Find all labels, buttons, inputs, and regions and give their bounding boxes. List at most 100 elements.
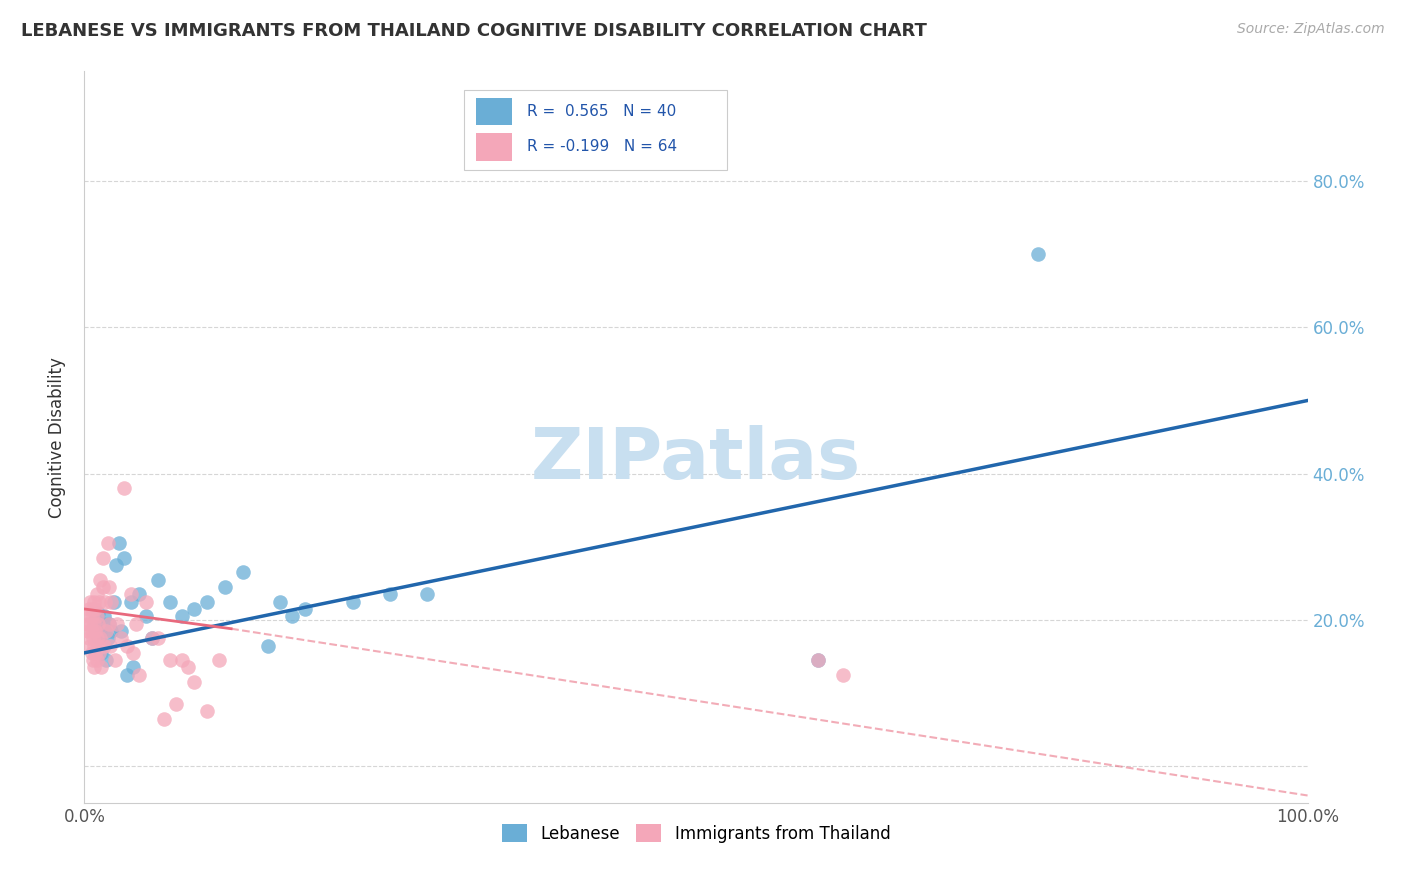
Text: LEBANESE VS IMMIGRANTS FROM THAILAND COGNITIVE DISABILITY CORRELATION CHART: LEBANESE VS IMMIGRANTS FROM THAILAND COG… — [21, 22, 927, 40]
Point — [115, 667, 138, 681]
Point — [104, 653, 127, 667]
Point — [83, 616, 105, 631]
Point — [86, 653, 108, 667]
Point — [77, 624, 100, 638]
Point — [97, 536, 120, 550]
Point — [77, 632, 100, 646]
Point — [159, 653, 181, 667]
Point — [93, 639, 115, 653]
Point — [82, 602, 104, 616]
Point — [86, 587, 108, 601]
Point — [416, 587, 439, 601]
Point — [87, 632, 110, 646]
Point — [97, 616, 120, 631]
Point — [135, 609, 157, 624]
Point — [105, 616, 128, 631]
Point — [84, 602, 107, 616]
Point — [89, 632, 111, 646]
Point — [87, 639, 110, 653]
Point — [83, 639, 105, 653]
FancyBboxPatch shape — [475, 98, 513, 126]
Text: Source: ZipAtlas.com: Source: ZipAtlas.com — [1237, 22, 1385, 37]
Point — [1028, 247, 1050, 261]
Point — [93, 609, 115, 624]
Point — [87, 606, 110, 620]
Point — [91, 616, 114, 631]
Point — [82, 653, 104, 667]
Point — [97, 580, 120, 594]
Point — [807, 653, 830, 667]
Point — [115, 639, 138, 653]
Point — [380, 587, 402, 601]
Point — [98, 639, 121, 653]
Point — [177, 660, 200, 674]
Point — [94, 594, 117, 608]
Point — [281, 609, 304, 624]
Point — [214, 580, 236, 594]
Point — [153, 712, 176, 726]
Point — [125, 616, 148, 631]
Point — [89, 624, 111, 638]
Point — [103, 594, 125, 608]
Point — [87, 616, 110, 631]
Point — [183, 675, 205, 690]
Point — [80, 646, 103, 660]
Point — [100, 624, 122, 638]
Point — [269, 594, 291, 608]
Point — [79, 594, 101, 608]
Point — [84, 613, 107, 627]
Point — [89, 573, 111, 587]
Y-axis label: Cognitive Disability: Cognitive Disability — [48, 357, 66, 517]
Point — [112, 550, 135, 565]
Point — [159, 594, 181, 608]
Point — [84, 646, 107, 660]
Point — [165, 697, 187, 711]
Point — [84, 624, 107, 638]
Point — [831, 667, 853, 681]
Point — [257, 639, 280, 653]
Point — [294, 602, 316, 616]
Point — [83, 660, 105, 674]
Point — [195, 594, 218, 608]
Point — [83, 620, 105, 634]
Point — [112, 481, 135, 495]
Point — [80, 609, 103, 624]
Point — [172, 653, 194, 667]
Point — [807, 653, 830, 667]
Point — [80, 624, 103, 638]
Point — [105, 558, 128, 573]
Point — [97, 632, 120, 646]
Point — [128, 667, 150, 681]
Point — [96, 653, 118, 667]
Point — [97, 616, 120, 631]
Text: ZIPatlas: ZIPatlas — [531, 425, 860, 493]
Point — [90, 646, 112, 660]
Point — [146, 632, 169, 646]
Point — [90, 660, 112, 674]
Point — [195, 705, 218, 719]
Point — [91, 580, 114, 594]
Point — [107, 536, 129, 550]
Legend: Lebanese, Immigrants from Thailand: Lebanese, Immigrants from Thailand — [495, 818, 897, 849]
Point — [110, 632, 132, 646]
Text: R =  0.565   N = 40: R = 0.565 N = 40 — [527, 104, 676, 120]
Point — [76, 616, 98, 631]
Point — [82, 632, 104, 646]
FancyBboxPatch shape — [464, 90, 727, 170]
Point — [120, 587, 142, 601]
Point — [208, 653, 231, 667]
Point — [122, 646, 145, 660]
Point — [128, 587, 150, 601]
Point — [141, 632, 163, 646]
Point — [86, 609, 108, 624]
Point — [87, 594, 110, 608]
Point — [86, 627, 108, 641]
Point — [96, 624, 118, 638]
Point — [83, 594, 105, 608]
Point — [86, 632, 108, 646]
Point — [100, 594, 122, 608]
Point — [232, 566, 254, 580]
Point — [183, 602, 205, 616]
Point — [120, 594, 142, 608]
Text: R = -0.199   N = 64: R = -0.199 N = 64 — [527, 139, 678, 154]
